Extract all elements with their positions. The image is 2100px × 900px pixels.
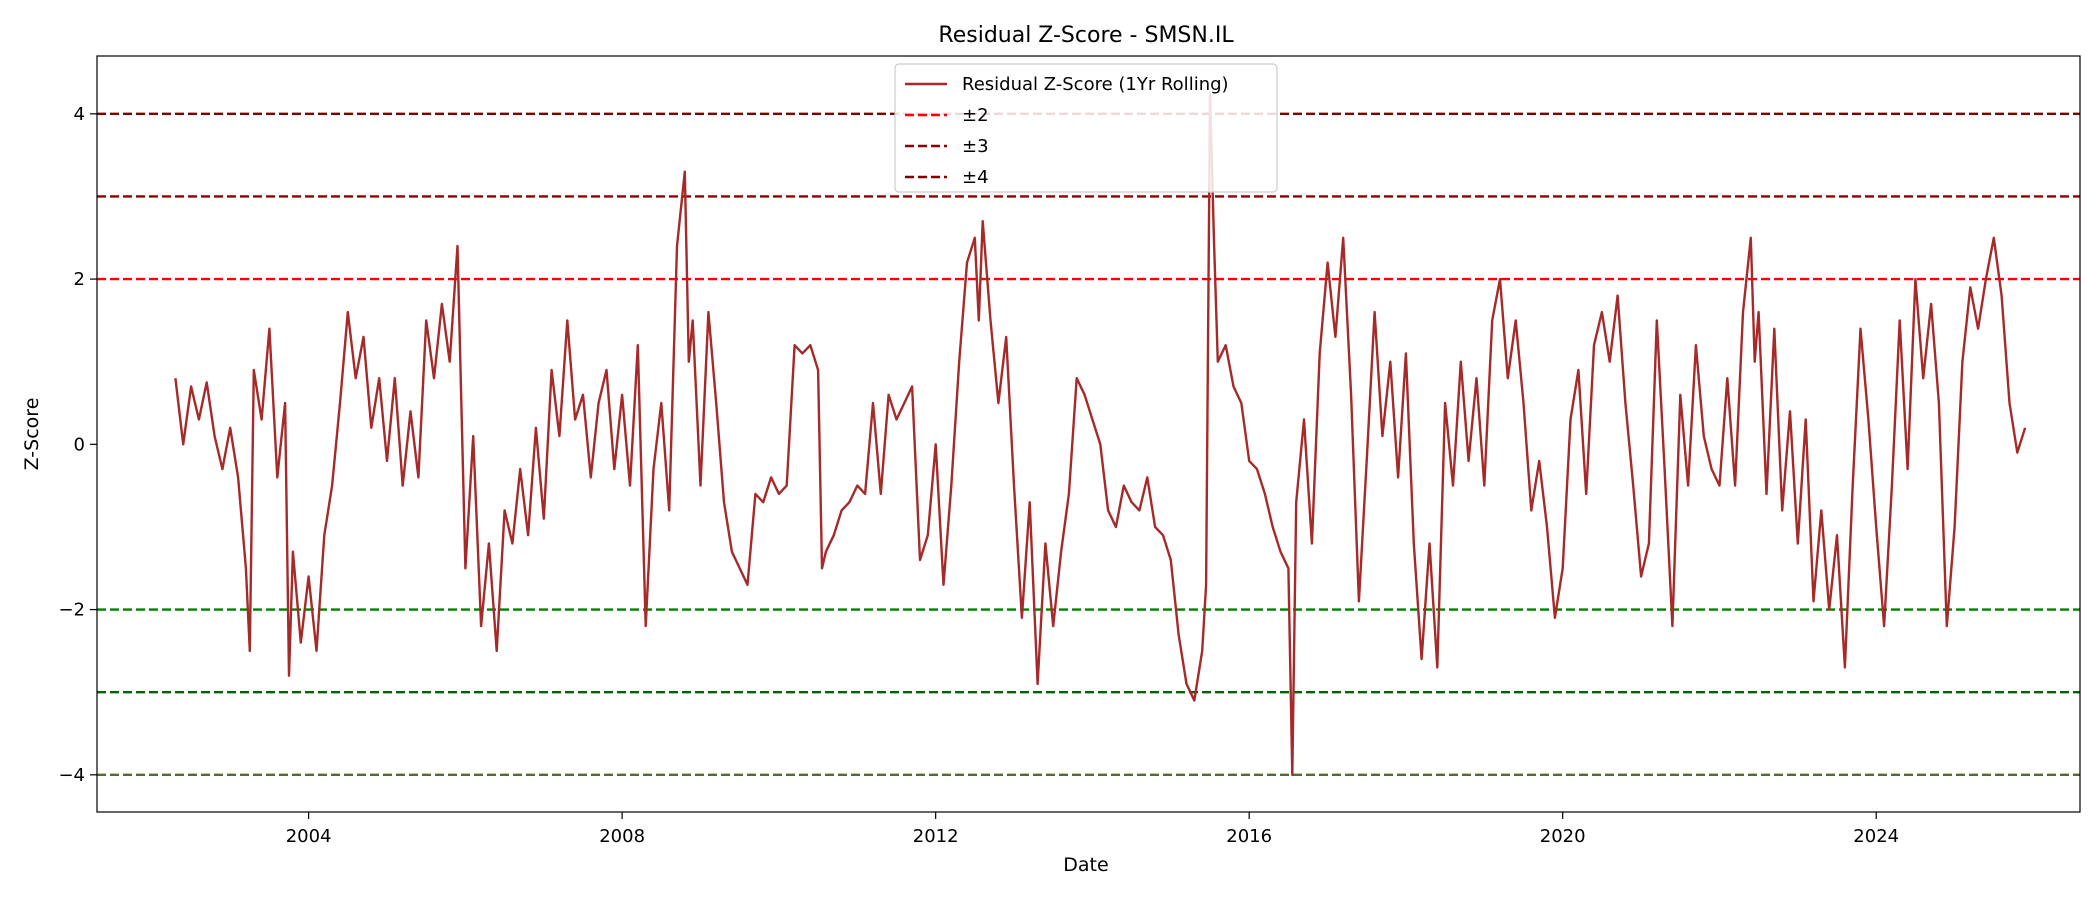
y-tick-label: 2 <box>74 269 85 290</box>
x-tick-label: 2012 <box>913 826 959 847</box>
legend: Residual Z-Score (1Yr Rolling) ±2 ±3 ±4 <box>894 63 1278 193</box>
series-line <box>174 92 2027 776</box>
y-axis-ticks: −4 −2 0 2 4 <box>58 104 97 786</box>
legend-box <box>894 63 1278 193</box>
y-tick-label: 0 <box>74 434 85 455</box>
x-axis-ticks: 2004 2008 2012 2016 2020 2024 <box>286 812 1899 847</box>
x-tick-label: 2004 <box>286 826 332 847</box>
x-tick-label: 2008 <box>599 826 645 847</box>
series-group <box>174 92 2027 776</box>
y-tick-label: −2 <box>58 600 85 621</box>
legend-entry-label: ±2 <box>962 105 989 126</box>
chart-title: Residual Z-Score - SMSN.IL <box>938 23 1234 48</box>
x-axis-label: Date <box>1063 854 1108 876</box>
x-tick-label: 2020 <box>1540 826 1586 847</box>
legend-entry-label: Residual Z-Score (1Yr Rolling) <box>962 74 1229 95</box>
plot-frame <box>96 55 2081 813</box>
x-tick-label: 2016 <box>1226 826 1272 847</box>
y-tick-label: 4 <box>74 104 85 125</box>
reference-lines <box>97 112 2080 777</box>
y-axis-label: Z-Score <box>21 398 43 471</box>
legend-entry-label: ±4 <box>962 167 989 188</box>
legend-entry-label: ±3 <box>962 136 989 157</box>
y-tick-label: −4 <box>58 765 85 786</box>
x-tick-label: 2024 <box>1853 826 1899 847</box>
